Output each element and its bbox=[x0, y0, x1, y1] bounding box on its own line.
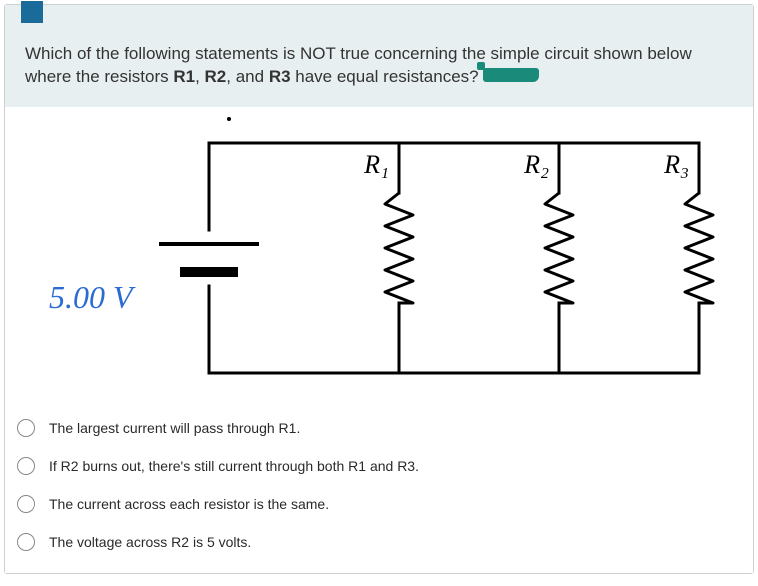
option-label: The largest current will pass through R1… bbox=[49, 420, 300, 436]
option-c[interactable]: The current across each resistor is the … bbox=[13, 485, 745, 523]
bold-r1: R1 bbox=[173, 67, 195, 86]
option-b[interactable]: If R2 burns out, there's still current t… bbox=[13, 447, 745, 485]
question-line1: Which of the following statements is NOT… bbox=[25, 44, 692, 63]
radio-icon bbox=[17, 495, 35, 513]
svg-text:R₁: R₁ bbox=[363, 150, 389, 179]
sep2: , and bbox=[226, 67, 269, 86]
bold-r3: R3 bbox=[269, 67, 291, 86]
radio-icon bbox=[17, 533, 35, 551]
answer-options: The largest current will pass through R1… bbox=[5, 401, 753, 573]
radio-icon bbox=[17, 419, 35, 437]
question-header: Which of the following statements is NOT… bbox=[5, 5, 753, 107]
circuit-svg: R₁ R₂ R₃ 5.00 V bbox=[29, 113, 729, 391]
svg-text:R₂: R₂ bbox=[523, 150, 549, 179]
option-label: The current across each resistor is the … bbox=[49, 496, 329, 512]
radio-icon bbox=[17, 457, 35, 475]
svg-text:R₃: R₃ bbox=[663, 150, 689, 179]
svg-text:5.00 V: 5.00 V bbox=[49, 279, 136, 315]
accent-square bbox=[21, 1, 43, 23]
question-line2-prefix: where the resistors bbox=[25, 67, 173, 86]
option-label: If R2 burns out, there's still current t… bbox=[49, 458, 419, 474]
sep1: , bbox=[195, 67, 204, 86]
option-label: The voltage across R2 is 5 volts. bbox=[49, 534, 251, 550]
bold-r2: R2 bbox=[205, 67, 227, 86]
circuit-diagram-area: R₁ R₂ R₃ 5.00 V bbox=[5, 107, 753, 401]
question-container: Which of the following statements is NOT… bbox=[4, 4, 754, 574]
redaction-mark bbox=[483, 68, 539, 82]
question-text: Which of the following statements is NOT… bbox=[25, 43, 733, 89]
option-a[interactable]: The largest current will pass through R1… bbox=[13, 409, 745, 447]
question-line2-suffix: have equal resistances? bbox=[291, 67, 484, 86]
option-d[interactable]: The voltage across R2 is 5 volts. bbox=[13, 523, 745, 561]
